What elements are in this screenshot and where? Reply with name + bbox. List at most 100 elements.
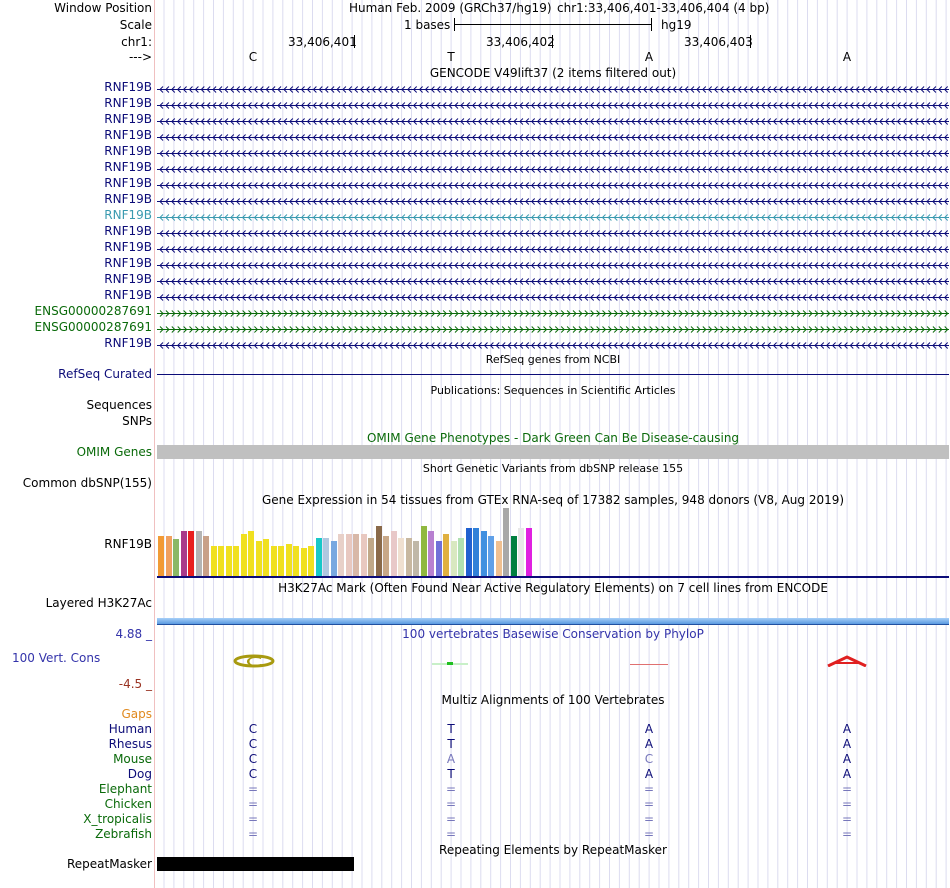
gtex-tissue-bar[interactable] [525, 528, 532, 576]
gtex-tissue-bar[interactable] [158, 536, 164, 576]
gtex-tissue-bar[interactable] [428, 531, 434, 576]
gtex-tissue-bar[interactable] [218, 546, 224, 576]
gtex-tissue-bar[interactable] [225, 546, 232, 576]
gencode-transcript-label[interactable]: RNF19B [104, 128, 152, 142]
gencode-transcript-line[interactable] [157, 211, 949, 221]
multiz-species-label[interactable]: X_tropicalis [83, 812, 152, 826]
gtex-tissue-bar[interactable] [488, 536, 494, 576]
gtex-bar-chart[interactable] [157, 508, 949, 576]
gtex-tissue-bar[interactable] [473, 528, 479, 576]
h3k27ac-signal[interactable] [157, 618, 949, 625]
gencode-title[interactable]: GENCODE V49lift37 (2 items filtered out) [429, 66, 677, 80]
gencode-transcript-label[interactable]: ENSG00000287691 [34, 320, 152, 334]
gtex-tissue-bar[interactable] [383, 536, 389, 576]
gtex-tissue-bar[interactable] [345, 534, 352, 576]
gtex-tissue-bar[interactable] [300, 548, 307, 576]
repeatmasker-label[interactable]: RepeatMasker [66, 857, 152, 871]
gtex-tissue-bar[interactable] [338, 534, 344, 576]
gencode-transcript-label[interactable]: RNF19B [104, 208, 152, 222]
gencode-transcript-label[interactable]: RNF19B [104, 80, 152, 94]
gtex-tissue-bar[interactable] [308, 546, 314, 576]
gtex-tissue-bar[interactable] [285, 544, 292, 576]
gencode-transcript-line[interactable] [157, 307, 949, 317]
gtex-tissue-bar[interactable] [270, 546, 277, 576]
gtex-tissue-bar[interactable] [405, 538, 412, 576]
gencode-transcript-line[interactable] [157, 195, 949, 205]
gtex-tissue-bar[interactable] [278, 546, 284, 576]
gtex-tissue-bar[interactable] [263, 539, 269, 576]
repeatmasker-title[interactable]: Repeating Elements by RepeatMasker [439, 843, 667, 857]
gencode-transcript-label[interactable]: RNF19B [104, 160, 152, 174]
gencode-transcript-line[interactable] [157, 275, 949, 285]
gencode-transcript-label[interactable]: RNF19B [104, 176, 152, 190]
gencode-transcript-label[interactable]: RNF19B [104, 336, 152, 350]
gencode-transcript-label[interactable]: RNF19B [104, 256, 152, 270]
gencode-transcript-label[interactable]: RNF19B [104, 112, 152, 126]
gtex-tissue-bar[interactable] [510, 536, 517, 576]
gtex-tissue-bar[interactable] [233, 546, 239, 576]
gtex-tissue-bar[interactable] [195, 531, 202, 576]
multiz-gaps-label[interactable]: Gaps [121, 707, 152, 721]
gtex-title[interactable]: Gene Expression in 54 tissues from GTEx … [261, 493, 845, 507]
gencode-transcript-line[interactable] [157, 115, 949, 125]
gtex-tissue-bar[interactable] [353, 534, 359, 576]
publications-sequences-label[interactable]: Sequences [86, 398, 152, 412]
gencode-transcript-line[interactable] [157, 259, 949, 269]
ref-base[interactable]: A [842, 50, 852, 64]
refseq-title[interactable]: RefSeq genes from NCBI [485, 353, 621, 366]
gtex-tissue-bar[interactable] [503, 508, 509, 576]
gtex-tissue-bar[interactable] [495, 541, 502, 576]
gencode-transcript-line[interactable] [157, 323, 949, 333]
dbsnp-title[interactable]: Short Genetic Variants from dbSNP releas… [422, 462, 684, 475]
publications-title[interactable]: Publications: Sequences in Scientific Ar… [430, 384, 676, 397]
gtex-tissue-bar[interactable] [248, 531, 254, 576]
gencode-transcript-label[interactable]: RNF19B [104, 96, 152, 110]
gtex-tissue-bar[interactable] [188, 531, 194, 576]
phylop-label[interactable]: 100 Vert. Cons [12, 651, 101, 665]
gtex-tissue-bar[interactable] [480, 531, 487, 576]
ref-base[interactable]: C [248, 50, 258, 64]
repeatmasker-element[interactable] [157, 857, 354, 871]
gtex-tissue-bar[interactable] [330, 541, 337, 576]
gtex-tissue-bar[interactable] [293, 546, 299, 576]
gtex-tissue-bar[interactable] [315, 538, 322, 576]
phylop-title[interactable]: 100 vertebrates Basewise Conservation by… [402, 627, 704, 641]
gencode-transcript-label[interactable]: ENSG00000287691 [34, 304, 152, 318]
omim-title[interactable]: OMIM Gene Phenotypes - Dark Green Can Be… [366, 431, 740, 445]
gtex-tissue-bar[interactable] [390, 531, 397, 576]
gencode-transcript-label[interactable]: RNF19B [104, 288, 152, 302]
h3k27ac-label[interactable]: Layered H3K27Ac [45, 596, 152, 610]
multiz-species-label[interactable]: Human [108, 722, 152, 736]
omim-gene-bar[interactable] [157, 445, 949, 459]
multiz-title[interactable]: Multiz Alignments of 100 Vertebrates [441, 693, 665, 707]
multiz-species-label[interactable]: Chicken [104, 797, 152, 811]
multiz-species-label[interactable]: Mouse [113, 752, 152, 766]
refseq-gene-line[interactable] [157, 374, 949, 375]
gtex-tissue-bar[interactable] [368, 538, 374, 576]
refseq-curated-label[interactable]: RefSeq Curated [58, 367, 152, 381]
gencode-transcript-line[interactable] [157, 243, 949, 253]
multiz-species-label[interactable]: Elephant [98, 782, 152, 796]
multiz-species-label[interactable]: Dog [127, 767, 152, 781]
gencode-transcript-label[interactable]: RNF19B [104, 272, 152, 286]
omim-genes-label[interactable]: OMIM Genes [76, 445, 152, 459]
dbsnp-label[interactable]: Common dbSNP(155) [22, 476, 152, 490]
gtex-tissue-bar[interactable] [465, 528, 472, 576]
gtex-tissue-bar[interactable] [323, 538, 329, 576]
gencode-transcript-label[interactable]: RNF19B [104, 240, 152, 254]
gencode-transcript-line[interactable] [157, 227, 949, 237]
multiz-species-label[interactable]: Rhesus [108, 737, 152, 751]
ref-base[interactable]: T [447, 50, 455, 64]
gtex-tissue-bar[interactable] [435, 541, 442, 576]
gtex-tissue-bar[interactable] [450, 541, 457, 576]
gencode-transcript-line[interactable] [157, 163, 949, 173]
gtex-tissue-bar[interactable] [180, 531, 187, 576]
gtex-tissue-bar[interactable] [240, 534, 247, 576]
gtex-tissue-bar[interactable] [443, 534, 449, 576]
gtex-tissue-bar[interactable] [518, 528, 524, 576]
gtex-gene-label[interactable]: RNF19B [104, 537, 152, 551]
publications-snps-label[interactable]: SNPs [122, 414, 152, 428]
gencode-transcript-line[interactable] [157, 131, 949, 141]
gtex-tissue-bar[interactable] [420, 526, 427, 576]
gencode-transcript-label[interactable]: RNF19B [104, 144, 152, 158]
